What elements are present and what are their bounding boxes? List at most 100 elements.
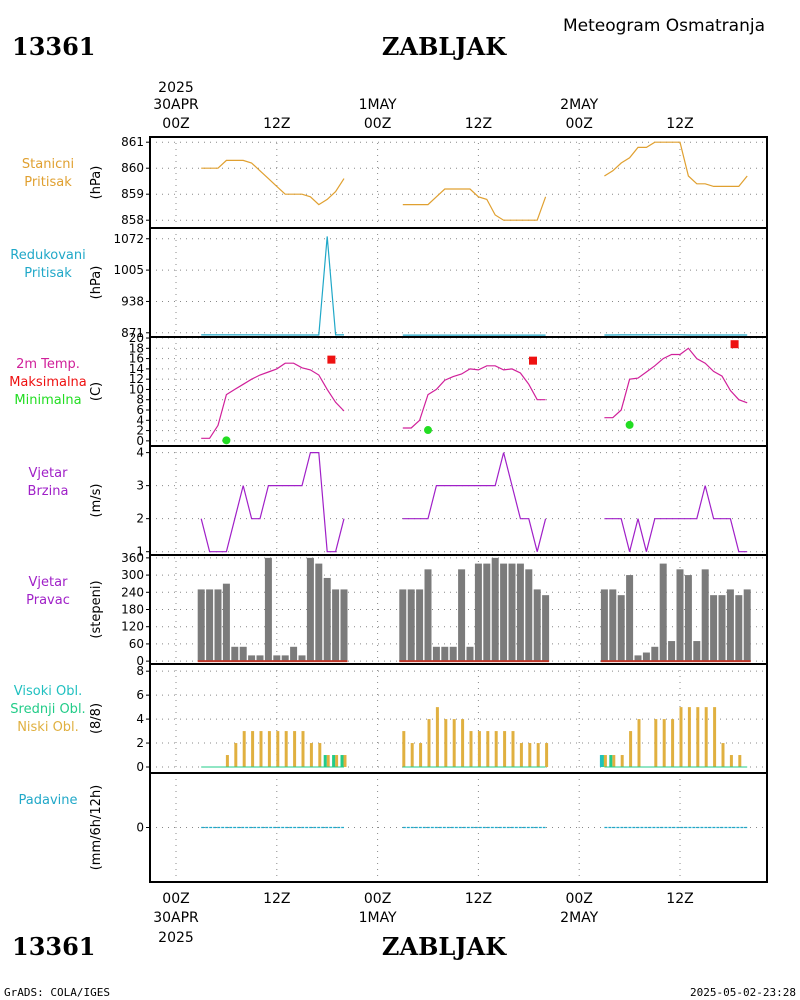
cloud-bar (679, 707, 683, 768)
unit-label: (C) (89, 382, 104, 401)
cloud-bar (519, 743, 523, 768)
series-line (402, 188, 547, 221)
tmax-marker (730, 340, 739, 349)
direction-bar (743, 589, 751, 662)
y-tick-label: 10 (129, 382, 144, 396)
unit-label: (stepeni) (89, 580, 104, 638)
cloud-bar (452, 719, 456, 768)
footer-station-name: ZABLJAK (382, 932, 507, 961)
y-tick-label: 8 (136, 664, 144, 678)
direction-bar (483, 563, 491, 662)
cloud-bar (323, 755, 327, 768)
cloud-bar (477, 731, 481, 768)
direction-bar (222, 583, 230, 662)
direction-bar (323, 577, 331, 662)
top-date-label: 2MAY (560, 97, 598, 113)
y-tick-label: 14 (129, 362, 144, 376)
tmin-marker (625, 420, 634, 429)
y-tick-label: 18 (129, 341, 144, 355)
panel-frame (149, 772, 768, 883)
direction-bar (659, 563, 667, 662)
direction-bar (466, 646, 474, 662)
series-line (604, 347, 748, 419)
direction-bar (206, 589, 214, 662)
series-line (201, 236, 344, 336)
cloud-bar (267, 731, 271, 768)
top-date-label: 1MAY (359, 97, 397, 113)
panel-label: Vjetar (29, 575, 69, 590)
y-tick-label: 8 (136, 393, 144, 407)
y-tick-label: 938 (121, 294, 144, 308)
footer-credit: GrADS: COLA/IGES (4, 986, 110, 999)
cloud-bar (318, 743, 322, 768)
panel-label: Pravac (26, 593, 70, 608)
direction-bar (693, 641, 701, 662)
bottom-time-label: 00Z (162, 891, 189, 907)
y-tick-label: 4 (136, 712, 144, 726)
panel-frame (149, 336, 768, 447)
y-tick-label: 6 (136, 688, 144, 702)
cloud-bar (410, 743, 414, 768)
unit-label: (mm/6h/12h) (89, 785, 104, 871)
direction-bar (214, 589, 222, 662)
direction-bar (256, 655, 264, 662)
cloud-bar (494, 731, 498, 768)
panel-frame (149, 136, 768, 229)
direction-bar (273, 655, 281, 662)
direction-bar (718, 595, 726, 662)
cloud-bar (402, 731, 406, 768)
y-tick-label: 858 (121, 213, 144, 227)
cloud-bar (704, 707, 708, 768)
y-tick-label: 240 (121, 585, 144, 599)
direction-bar (290, 646, 298, 662)
direction-bar (701, 569, 709, 662)
bottom-date-label: 2MAY (560, 910, 598, 926)
top-time-label: 00Z (565, 116, 592, 132)
cloud-bar (332, 755, 336, 768)
cloud-bar (729, 755, 733, 768)
y-tick-label: 860 (121, 161, 144, 175)
y-tick-label: 360 (121, 551, 144, 565)
direction-bar (298, 655, 306, 662)
cloud-bar (293, 731, 297, 768)
direction-bar (626, 575, 634, 662)
y-tick-label: 2 (136, 424, 144, 438)
y-tick-label: 0 (136, 821, 144, 835)
cloud-bar (545, 743, 549, 768)
direction-bar (676, 569, 684, 662)
top-time-label: 12Z (263, 116, 290, 132)
direction-bar (609, 589, 617, 662)
direction-bar (449, 646, 457, 662)
direction-bar (726, 589, 734, 662)
direction-bar (617, 595, 625, 662)
direction-bar (332, 589, 340, 662)
y-tick-label: 4 (136, 446, 144, 460)
direction-bar (239, 646, 247, 662)
cloud-bar (637, 719, 641, 768)
cloud-bar (276, 731, 280, 768)
direction-bar (407, 589, 415, 662)
y-tick-label: 60 (129, 637, 144, 651)
direction-bar (508, 563, 516, 662)
panel-label: 2m Temp. (16, 357, 80, 372)
direction-bar (458, 569, 466, 662)
top-time-label: 12Z (465, 116, 492, 132)
y-tick-label: 120 (121, 620, 144, 634)
cloud-bar (309, 743, 313, 768)
direction-bar (542, 595, 550, 662)
series-line (201, 159, 345, 206)
direction-bar (197, 589, 205, 662)
cloud-bar (620, 755, 624, 768)
cloud-bar (435, 707, 439, 768)
direction-bar (491, 557, 499, 662)
cloud-bar (612, 755, 616, 768)
cloud-bar (461, 719, 465, 768)
unit-label: (hPa) (89, 266, 104, 300)
y-tick-label: 2 (136, 736, 144, 750)
cloud-bar (335, 755, 339, 768)
cloud-bar (629, 731, 633, 768)
station-id: 13361 (12, 32, 96, 61)
tmin-marker (222, 436, 231, 445)
top-time-label: 00Z (162, 116, 189, 132)
cloud-bar (486, 731, 490, 768)
